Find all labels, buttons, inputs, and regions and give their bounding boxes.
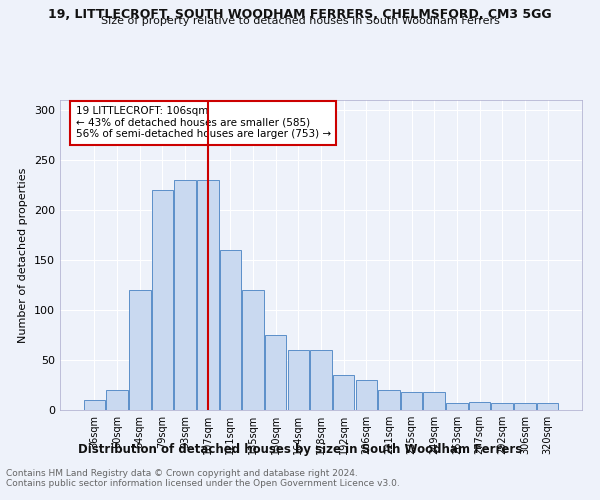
Bar (378, 390, 400, 410)
Y-axis label: Number of detached properties: Number of detached properties (19, 168, 28, 342)
Bar (197, 180, 218, 410)
Bar (265, 335, 286, 410)
Text: Contains HM Land Registry data © Crown copyright and database right 2024.: Contains HM Land Registry data © Crown c… (6, 468, 358, 477)
Text: Size of property relative to detached houses in South Woodham Ferrers: Size of property relative to detached ho… (101, 16, 499, 26)
Bar (152, 190, 173, 410)
Bar (129, 290, 151, 410)
Bar (356, 380, 377, 410)
Bar (469, 402, 490, 410)
Bar (287, 350, 309, 410)
Bar (537, 403, 558, 410)
Bar (514, 403, 536, 410)
Text: Contains public sector information licensed under the Open Government Licence v3: Contains public sector information licen… (6, 478, 400, 488)
Bar (106, 390, 128, 410)
Bar (424, 392, 445, 410)
Bar (242, 290, 264, 410)
Bar (220, 250, 241, 410)
Bar (401, 392, 422, 410)
Text: Distribution of detached houses by size in South Woodham Ferrers: Distribution of detached houses by size … (78, 442, 522, 456)
Text: 19 LITTLECROFT: 106sqm
← 43% of detached houses are smaller (585)
56% of semi-de: 19 LITTLECROFT: 106sqm ← 43% of detached… (76, 106, 331, 140)
Bar (175, 180, 196, 410)
Bar (310, 350, 332, 410)
Bar (446, 403, 467, 410)
Text: 19, LITTLECROFT, SOUTH WOODHAM FERRERS, CHELMSFORD, CM3 5GG: 19, LITTLECROFT, SOUTH WOODHAM FERRERS, … (48, 8, 552, 20)
Bar (333, 375, 355, 410)
Bar (84, 400, 105, 410)
Bar (491, 403, 513, 410)
